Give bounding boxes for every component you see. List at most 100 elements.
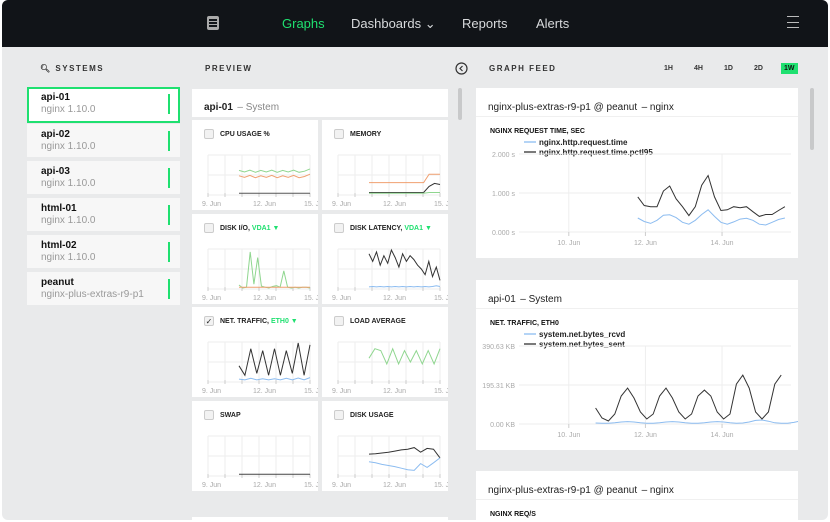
legend-label: system.net.bytes_rcvd xyxy=(539,330,625,339)
chart-title: MEMORY xyxy=(350,131,382,138)
systems-heading[interactable]: 🔍︎ SYSTEMS xyxy=(40,64,105,73)
series-line xyxy=(368,347,441,366)
system-version: nginx 1.10.0 xyxy=(41,252,96,263)
chart-checkbox[interactable]: ✓ xyxy=(204,316,214,326)
series-line xyxy=(238,173,311,179)
chevron-left-circle-icon[interactable] xyxy=(455,62,468,75)
status-indicator xyxy=(168,205,170,225)
x-tick-label: 9. Jun xyxy=(202,201,221,208)
preview-chart[interactable]: DISK USAGE 9. Jun 12. Jun 15. Jun xyxy=(322,400,448,491)
feed-source-name[interactable]: api-01 xyxy=(488,294,516,305)
legend-label: nginx.http.request.time xyxy=(539,138,628,147)
interface-dropdown[interactable]: VDA1 ▼ xyxy=(404,224,432,232)
x-tick-label: 12. Jun xyxy=(253,388,276,395)
series-line xyxy=(368,457,441,471)
x-tick-label: 9. Jun xyxy=(332,201,351,208)
series-line xyxy=(595,374,782,422)
range-1d-button[interactable]: 1D xyxy=(724,65,733,72)
x-tick-label: 15. Jun xyxy=(304,482,318,489)
series-line xyxy=(368,248,441,281)
y-tick-label: 2.000 s xyxy=(492,152,515,159)
feed-chart-title: NET. TRAFFIC, ETH0 xyxy=(490,320,559,327)
preview-chart[interactable]: CPU USAGE % 9. Jun 12. Jun 15. Jun xyxy=(192,120,318,210)
chart-title: DISK LATENCY, VDA1 ▼ xyxy=(350,224,432,232)
nav-dashboards[interactable]: Dashboards ⌄ xyxy=(351,16,436,31)
chart-checkbox[interactable] xyxy=(334,409,344,420)
feed-card-header: api-01 – System xyxy=(476,280,798,309)
preview-header: api-01 – System xyxy=(192,89,448,117)
preview-scrollbar[interactable] xyxy=(458,88,462,120)
interface-dropdown[interactable]: ETH0 ▼ xyxy=(270,318,298,325)
series-line xyxy=(238,251,311,289)
series-line xyxy=(595,419,798,424)
system-item[interactable]: html-02 nginx 1.10.0 xyxy=(27,235,180,268)
x-tick-label: 10. Jun xyxy=(557,432,580,439)
status-indicator xyxy=(168,279,170,299)
y-tick-label: 0.000 s xyxy=(492,230,515,237)
preview-chart[interactable]: MEMORY 9. Jun 12. Jun 15. Jun xyxy=(322,120,448,210)
x-tick-label: 12. Jun xyxy=(253,295,276,302)
x-tick-label: 9. Jun xyxy=(202,295,221,302)
feed-source-name[interactable]: nginx-plus-extras-r9-p1 @ peanut xyxy=(488,102,638,113)
series-line xyxy=(637,209,786,226)
system-item[interactable]: api-01 nginx 1.10.0 xyxy=(27,87,180,123)
feed-source-type: – nginx xyxy=(641,485,674,496)
chart-title: NET. TRAFFIC, ETH0 ▼ xyxy=(220,318,298,325)
feed-source-name[interactable]: nginx-plus-extras-r9-p1 @ peanut xyxy=(488,485,638,496)
system-item[interactable]: peanut nginx-plus-extras-r9-p1 xyxy=(27,272,180,305)
feed-source-type: – System xyxy=(520,294,562,305)
x-tick-label: 9. Jun xyxy=(332,295,351,302)
system-version: nginx-plus-extras-r9-p1 xyxy=(41,289,144,300)
chart-checkbox[interactable] xyxy=(204,129,214,139)
preview-chart[interactable]: LOAD AVERAGE 9. Jun 12. Jun 15. Jun xyxy=(322,307,448,397)
range-4h-button[interactable]: 4H xyxy=(694,65,703,72)
status-indicator xyxy=(168,131,170,151)
feed-chart-title: NGINX REQUEST TIME, SEC xyxy=(490,128,585,135)
series-line xyxy=(238,377,311,381)
search-icon: 🔍︎ xyxy=(40,64,56,73)
x-tick-label: 9. Jun xyxy=(202,388,221,395)
feed-card: nginx-plus-extras-r9-p1 @ peanut – nginx… xyxy=(476,88,798,258)
range-1h-button[interactable]: 1H xyxy=(664,65,673,72)
chart-checkbox[interactable] xyxy=(334,222,344,233)
system-name: api-02 xyxy=(41,129,70,140)
nav-graphs[interactable]: Graphs xyxy=(282,16,325,31)
system-item[interactable]: html-01 nginx 1.10.0 xyxy=(27,198,180,231)
hamburger-icon[interactable] xyxy=(787,16,799,28)
range-2d-button[interactable]: 2D xyxy=(754,65,763,72)
chart-checkbox[interactable] xyxy=(334,316,344,326)
nav-reports[interactable]: Reports xyxy=(462,16,508,31)
feed-card-header: nginx-plus-extras-r9-p1 @ peanut – nginx xyxy=(476,471,798,500)
nav-alerts[interactable]: Alerts xyxy=(536,16,570,31)
feed-chart-title: NGINX REQ/S xyxy=(490,511,536,518)
preview-chart[interactable]: DISK LATENCY, VDA1 ▼ 9. Jun 12. Jun 15. Jun xyxy=(322,213,448,304)
chart-checkbox[interactable] xyxy=(204,409,214,420)
series-line xyxy=(368,446,441,458)
feed-scrollbar[interactable] xyxy=(810,88,814,150)
x-tick-label: 14. Jun xyxy=(711,432,734,439)
x-tick-label: 15. Jun xyxy=(304,201,318,208)
series-line xyxy=(368,284,441,287)
x-tick-label: 9. Jun xyxy=(332,482,351,489)
preview-chart[interactable]: DISK I/O, VDA1 ▼ 9. Jun 12. Jun 15. Jun xyxy=(192,213,318,304)
x-tick-label: 12. Jun xyxy=(383,482,406,489)
system-item[interactable]: api-03 nginx 1.10.0 xyxy=(27,161,180,194)
chart-title: DISK I/O, VDA1 ▼ xyxy=(220,224,280,232)
system-version: nginx 1.10.0 xyxy=(41,104,96,115)
feed-card: nginx-plus-extras-r9-p1 @ peanut – nginx… xyxy=(476,471,798,520)
preview-chart[interactable]: SWAP 9. Jun 12. Jun 15. Jun xyxy=(192,400,318,491)
series-line xyxy=(637,174,786,217)
x-tick-label: 9. Jun xyxy=(332,388,351,395)
range-1w-button[interactable]: 1W xyxy=(781,63,798,74)
server-icon[interactable] xyxy=(207,16,219,30)
chart-checkbox[interactable] xyxy=(204,222,214,233)
system-item[interactable]: api-02 nginx 1.10.0 xyxy=(27,124,180,157)
interface-dropdown[interactable]: VDA1 ▼ xyxy=(251,224,280,232)
x-tick-label: 12. Jun xyxy=(383,201,406,208)
system-version: nginx 1.10.0 xyxy=(41,178,96,189)
preview-chart[interactable]: ✓ NET. TRAFFIC, ETH0 ▼ 9. Jun 12. Jun 15. J… xyxy=(192,307,318,397)
series-line xyxy=(238,168,311,173)
x-tick-label: 15. Jun xyxy=(434,201,448,208)
chart-checkbox[interactable] xyxy=(334,129,344,139)
